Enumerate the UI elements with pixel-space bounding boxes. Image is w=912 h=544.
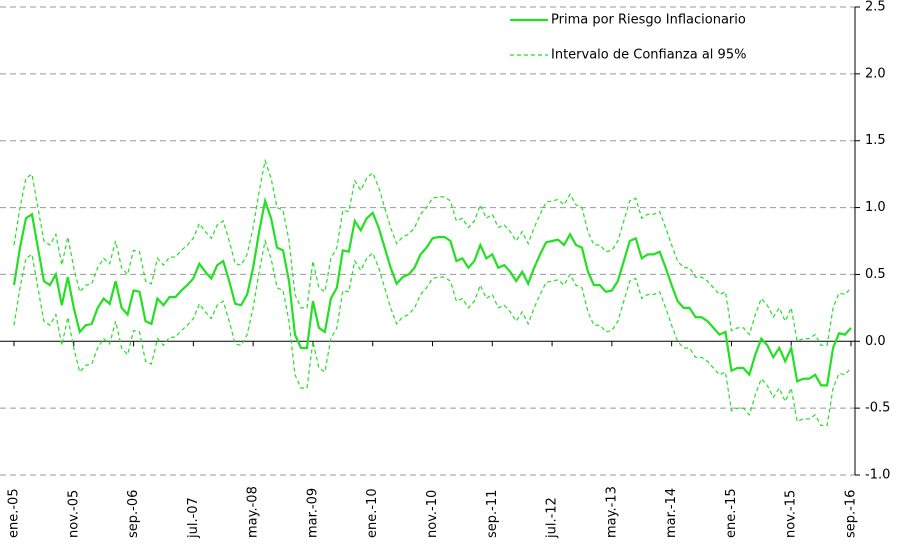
x-tick-label: nov.-05	[66, 490, 81, 538]
y-tick-label: -1.0	[865, 468, 890, 483]
x-tick-label: ene.-10	[365, 488, 380, 538]
y-tick-label: 2.0	[865, 66, 886, 81]
x-tick-label: ene.-05	[7, 488, 22, 538]
y-tick-label: 2.5	[865, 0, 886, 15]
series-line	[12, 196, 852, 387]
x-tick-label: nov.-15	[784, 490, 799, 538]
interval-line	[13, 238, 852, 427]
y-tick-label: -0.5	[865, 401, 890, 416]
y-tick-label: 0.5	[865, 267, 886, 282]
x-tick-label: jul.-07	[186, 497, 201, 539]
x-tick-label: sep.-11	[485, 490, 500, 538]
x-tick-label: may.-13	[604, 486, 619, 538]
x-tick-label: sep.-16	[844, 490, 859, 538]
y-tick-label: 1.5	[865, 133, 886, 148]
x-tick-label: mar.-09	[305, 488, 320, 538]
y-tick-label: 1.0	[865, 200, 886, 215]
x-tick-label: ene.-15	[724, 488, 739, 538]
x-tick-label: sep.-06	[126, 490, 141, 538]
y-tick-label: 0.0	[865, 334, 886, 349]
x-tick-label: jul.-12	[545, 497, 560, 539]
x-tick-label: may.-08	[246, 486, 261, 538]
x-tick-label: mar.-14	[664, 488, 679, 538]
legend-label: Prima por Riesgo Inflacionario	[551, 13, 746, 28]
interval-line	[13, 158, 852, 346]
x-tick-label: nov.-10	[425, 490, 440, 538]
legend-label: Intervalo de Confianza al 95%	[551, 48, 746, 63]
